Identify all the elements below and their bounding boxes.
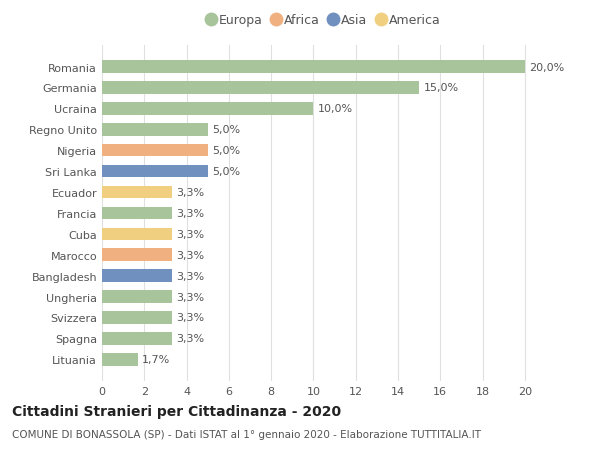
Bar <box>102 103 313 115</box>
Text: 3,3%: 3,3% <box>176 250 204 260</box>
Text: COMUNE DI BONASSOLA (SP) - Dati ISTAT al 1° gennaio 2020 - Elaborazione TUTTITAL: COMUNE DI BONASSOLA (SP) - Dati ISTAT al… <box>12 429 481 439</box>
Text: 3,3%: 3,3% <box>176 208 204 218</box>
Text: 5,0%: 5,0% <box>212 125 240 135</box>
Bar <box>102 270 172 282</box>
Text: 1,7%: 1,7% <box>142 354 170 364</box>
Bar <box>102 249 172 262</box>
Bar <box>102 145 208 157</box>
Text: 3,3%: 3,3% <box>176 188 204 197</box>
Bar <box>102 82 419 95</box>
Bar <box>102 228 172 241</box>
Text: 3,3%: 3,3% <box>176 292 204 302</box>
Text: Cittadini Stranieri per Cittadinanza - 2020: Cittadini Stranieri per Cittadinanza - 2… <box>12 404 341 418</box>
Bar <box>102 186 172 199</box>
Text: 3,3%: 3,3% <box>176 230 204 239</box>
Bar <box>102 353 138 366</box>
Text: 3,3%: 3,3% <box>176 271 204 281</box>
Text: 20,0%: 20,0% <box>529 62 565 73</box>
Text: 3,3%: 3,3% <box>176 313 204 323</box>
Bar <box>102 291 172 303</box>
Legend: Europa, Africa, Asia, America: Europa, Africa, Asia, America <box>205 12 443 30</box>
Text: 15,0%: 15,0% <box>424 83 458 93</box>
Text: 10,0%: 10,0% <box>317 104 353 114</box>
Bar <box>102 207 172 220</box>
Text: 5,0%: 5,0% <box>212 146 240 156</box>
Bar <box>102 332 172 345</box>
Bar <box>102 61 525 73</box>
Bar <box>102 165 208 178</box>
Bar <box>102 312 172 324</box>
Text: 5,0%: 5,0% <box>212 167 240 177</box>
Text: 3,3%: 3,3% <box>176 334 204 344</box>
Bar <box>102 124 208 136</box>
